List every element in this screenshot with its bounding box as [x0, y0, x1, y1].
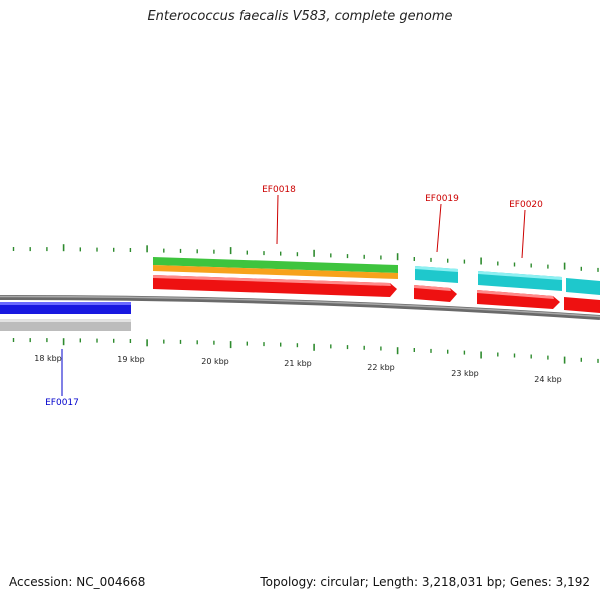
accession-text: Accession: NC_004668 — [9, 575, 146, 589]
tick-label-19-kbp: 19 kbp — [117, 355, 145, 364]
gene-label-ef0018[interactable]: EF0018 — [262, 185, 296, 195]
gene-ef0018-arrow-shine — [153, 275, 391, 286]
topology-text: Topology: circular; Length: 3,218,031 bp… — [260, 575, 590, 589]
gene-ef0020-cyan-shine — [478, 271, 562, 280]
gene-ef0018-orange-track[interactable] — [153, 265, 398, 279]
gene-ef0018-cds-arrow[interactable] — [153, 275, 397, 297]
gene-ef0017-cds-shine — [0, 302, 131, 305]
bottom-tick-marks — [12, 338, 599, 364]
label-line-ef0019 — [436, 203, 442, 253]
tick-label-21-kbp: 21 kbp — [284, 359, 312, 368]
next-gene-cds[interactable] — [564, 297, 600, 313]
gene-ef0019-cyan-shine — [415, 266, 458, 272]
gene-label-ef0020[interactable]: EF0020 — [509, 200, 543, 210]
tick-label-23-kbp: 23 kbp — [451, 369, 479, 378]
tick-label-20-kbp: 20 kbp — [201, 357, 229, 366]
map-title: Enterococcus faecalis V583, complete gen… — [147, 9, 453, 24]
gene-label-ef0019[interactable]: EF0019 — [425, 194, 459, 204]
gene-ef0019-arrow-shine — [414, 285, 451, 291]
next-gene-cyan-track[interactable] — [566, 278, 600, 295]
tick-label-22-kbp: 22 kbp — [367, 363, 395, 372]
gene-ef0020-cds-arrow[interactable] — [477, 290, 560, 309]
label-line-ef0018 — [276, 194, 279, 245]
gene-ef0020-arrow-shine — [477, 290, 554, 299]
genome-backbone — [0, 294, 600, 320]
tick-label-18-kbp: 18 kbp — [34, 354, 62, 363]
top-tick-marks — [12, 244, 599, 272]
gene-label-ef0017[interactable]: EF0017 — [45, 398, 79, 408]
tick-label-24-kbp: 24 kbp — [534, 375, 562, 384]
genome-backbone-highlight — [0, 295, 600, 318]
gene-ef0018-green-track[interactable] — [153, 257, 398, 273]
gene-ef0017-gray-shine — [0, 319, 131, 322]
label-line-ef0020 — [521, 209, 526, 259]
